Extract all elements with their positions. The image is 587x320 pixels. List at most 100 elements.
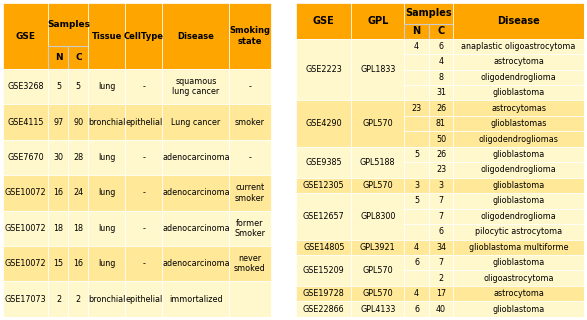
FancyBboxPatch shape <box>230 175 271 211</box>
FancyBboxPatch shape <box>296 3 351 39</box>
Text: GSE12305: GSE12305 <box>303 181 345 190</box>
Text: GSE4290: GSE4290 <box>305 119 342 128</box>
FancyBboxPatch shape <box>429 209 453 224</box>
FancyBboxPatch shape <box>453 255 584 270</box>
Text: Disease: Disease <box>177 32 214 41</box>
FancyBboxPatch shape <box>453 209 584 224</box>
FancyBboxPatch shape <box>49 246 69 281</box>
Text: CellType: CellType <box>124 32 164 41</box>
Text: GPL1833: GPL1833 <box>360 65 396 74</box>
FancyBboxPatch shape <box>296 193 351 240</box>
Text: GSE15209: GSE15209 <box>303 266 345 275</box>
FancyBboxPatch shape <box>296 178 351 193</box>
FancyBboxPatch shape <box>404 39 429 54</box>
FancyBboxPatch shape <box>453 54 584 69</box>
FancyBboxPatch shape <box>296 193 351 209</box>
Text: GSE: GSE <box>313 16 335 26</box>
FancyBboxPatch shape <box>351 301 404 317</box>
FancyBboxPatch shape <box>296 301 351 317</box>
FancyBboxPatch shape <box>453 162 584 178</box>
FancyBboxPatch shape <box>429 162 453 178</box>
FancyBboxPatch shape <box>429 39 453 54</box>
FancyBboxPatch shape <box>351 286 404 301</box>
Text: 6: 6 <box>438 227 443 236</box>
FancyBboxPatch shape <box>3 211 49 246</box>
FancyBboxPatch shape <box>453 39 584 54</box>
FancyBboxPatch shape <box>296 100 351 116</box>
Text: Samples: Samples <box>47 20 90 29</box>
Text: 7: 7 <box>438 196 444 205</box>
Text: -: - <box>248 153 251 162</box>
Text: C: C <box>437 26 444 36</box>
Text: GSE7670: GSE7670 <box>8 153 44 162</box>
FancyBboxPatch shape <box>163 104 230 140</box>
FancyBboxPatch shape <box>49 211 69 246</box>
FancyBboxPatch shape <box>296 162 351 178</box>
FancyBboxPatch shape <box>429 193 453 209</box>
FancyBboxPatch shape <box>351 69 404 85</box>
FancyBboxPatch shape <box>453 240 584 255</box>
FancyBboxPatch shape <box>351 178 404 193</box>
FancyBboxPatch shape <box>404 3 453 24</box>
FancyBboxPatch shape <box>126 140 163 175</box>
FancyBboxPatch shape <box>163 175 230 211</box>
FancyBboxPatch shape <box>296 69 351 85</box>
Text: GSE: GSE <box>16 32 36 41</box>
Text: GPL570: GPL570 <box>362 119 393 128</box>
FancyBboxPatch shape <box>296 224 351 240</box>
FancyBboxPatch shape <box>126 281 163 317</box>
FancyBboxPatch shape <box>404 24 429 39</box>
Text: 3: 3 <box>438 181 443 190</box>
FancyBboxPatch shape <box>351 54 404 69</box>
Text: glioblastoma: glioblastoma <box>492 196 545 205</box>
FancyBboxPatch shape <box>89 3 126 69</box>
FancyBboxPatch shape <box>429 147 453 162</box>
FancyBboxPatch shape <box>296 178 351 193</box>
FancyBboxPatch shape <box>296 147 351 178</box>
Text: C: C <box>75 53 82 62</box>
FancyBboxPatch shape <box>3 140 49 175</box>
FancyBboxPatch shape <box>404 69 429 85</box>
Text: epithelial: epithelial <box>125 295 163 304</box>
FancyBboxPatch shape <box>126 246 163 281</box>
Text: -: - <box>143 259 146 268</box>
FancyBboxPatch shape <box>3 104 49 140</box>
FancyBboxPatch shape <box>351 224 404 240</box>
Text: 6: 6 <box>438 42 443 51</box>
FancyBboxPatch shape <box>429 24 453 39</box>
Text: pilocytic astrocytoma: pilocytic astrocytoma <box>475 227 562 236</box>
FancyBboxPatch shape <box>351 39 404 100</box>
FancyBboxPatch shape <box>49 140 69 175</box>
Text: GSE14805: GSE14805 <box>303 243 345 252</box>
FancyBboxPatch shape <box>351 162 404 178</box>
Text: current
smoker: current smoker <box>235 183 265 203</box>
Text: oligodendroglioma: oligodendroglioma <box>481 212 556 221</box>
FancyBboxPatch shape <box>453 193 584 209</box>
FancyBboxPatch shape <box>89 175 126 211</box>
FancyBboxPatch shape <box>429 255 453 270</box>
Text: adenocarcinoma: adenocarcinoma <box>162 224 230 233</box>
FancyBboxPatch shape <box>351 3 404 39</box>
FancyBboxPatch shape <box>429 301 453 317</box>
FancyBboxPatch shape <box>351 193 404 240</box>
Text: adenocarcinoma: adenocarcinoma <box>162 153 230 162</box>
FancyBboxPatch shape <box>296 131 351 147</box>
Text: GPL570: GPL570 <box>362 181 393 190</box>
FancyBboxPatch shape <box>89 211 126 246</box>
Text: lung: lung <box>98 82 116 91</box>
Text: anaplastic oligoastrocytoma: anaplastic oligoastrocytoma <box>461 42 576 51</box>
Text: GPL5188: GPL5188 <box>360 158 396 167</box>
FancyBboxPatch shape <box>404 131 429 147</box>
FancyBboxPatch shape <box>49 69 69 104</box>
FancyBboxPatch shape <box>230 140 271 175</box>
Text: 17: 17 <box>436 289 446 298</box>
FancyBboxPatch shape <box>126 3 163 69</box>
Text: 50: 50 <box>436 135 446 144</box>
Text: N: N <box>413 26 420 36</box>
Text: 6: 6 <box>414 305 419 314</box>
Text: glioblastoma: glioblastoma <box>492 181 545 190</box>
FancyBboxPatch shape <box>404 147 429 162</box>
Text: 6: 6 <box>414 258 419 267</box>
Text: -: - <box>143 188 146 197</box>
FancyBboxPatch shape <box>429 131 453 147</box>
